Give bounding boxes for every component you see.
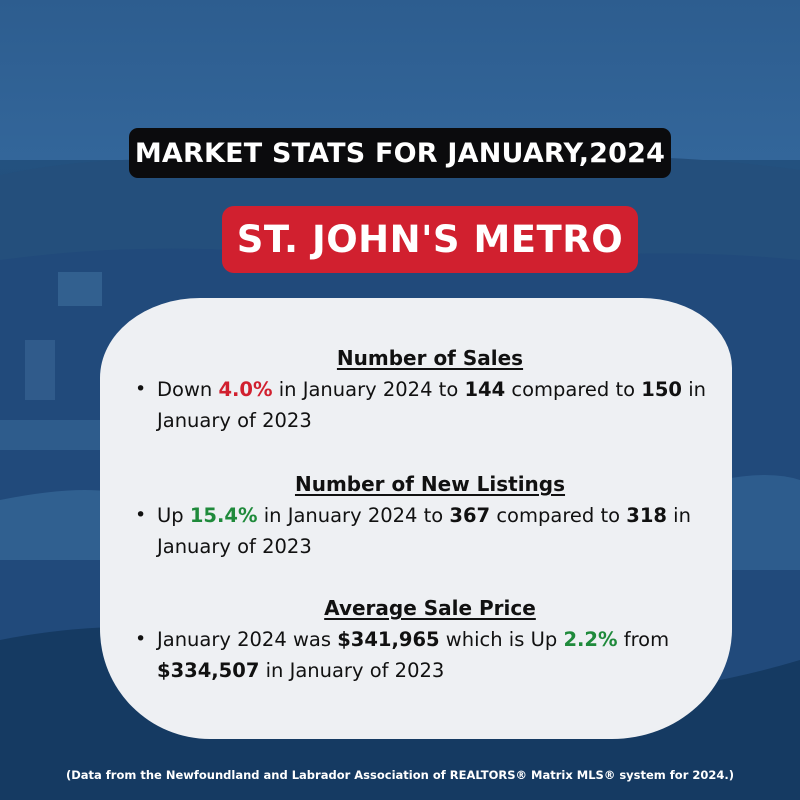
current-value: 144 — [464, 378, 506, 401]
section-title: Average Sale Price — [324, 596, 536, 620]
data-source-footnote: (Data from the Newfoundland and Labrador… — [65, 768, 735, 782]
percent-change: 2.2% — [563, 628, 618, 651]
stat-text: Up 15.4% in January 2024 to 367 compared… — [157, 504, 691, 558]
stat-text: January 2024 was $341,965 which is Up 2.… — [157, 628, 670, 682]
stats-card — [100, 298, 732, 739]
list-item: • Up 15.4% in January 2024 to 367 compar… — [135, 500, 725, 562]
list-item: • Down 4.0% in January 2024 to 144 compa… — [135, 374, 725, 436]
page-title: MARKET STATS FOR JANUARY,2024 — [129, 128, 671, 178]
section-title: Number of New Listings — [294, 472, 566, 496]
previous-value: 150 — [641, 378, 683, 401]
section-average-sale-price: Average Sale Price • January 2024 was $3… — [135, 596, 725, 686]
bullet-icon: • — [135, 378, 147, 400]
stat-text: Down 4.0% in January 2024 to 144 compare… — [157, 378, 706, 432]
percent-change: 15.4% — [189, 504, 258, 527]
current-value: 367 — [449, 504, 491, 527]
current-value: $341,965 — [337, 628, 440, 651]
percent-change: 4.0% — [218, 378, 273, 401]
bullet-icon: • — [135, 628, 147, 650]
bullet-icon: • — [135, 504, 147, 526]
previous-value: 318 — [626, 504, 667, 527]
section-number-of-sales: Number of Sales • Down 4.0% in January 2… — [135, 346, 725, 436]
section-title: Number of Sales — [336, 346, 524, 370]
section-new-listings: Number of New Listings • Up 15.4% in Jan… — [135, 472, 725, 562]
region-badge: ST. JOHN'S METRO — [222, 206, 638, 273]
previous-value: $334,507 — [157, 659, 260, 682]
list-item: • January 2024 was $341,965 which is Up … — [135, 624, 725, 686]
